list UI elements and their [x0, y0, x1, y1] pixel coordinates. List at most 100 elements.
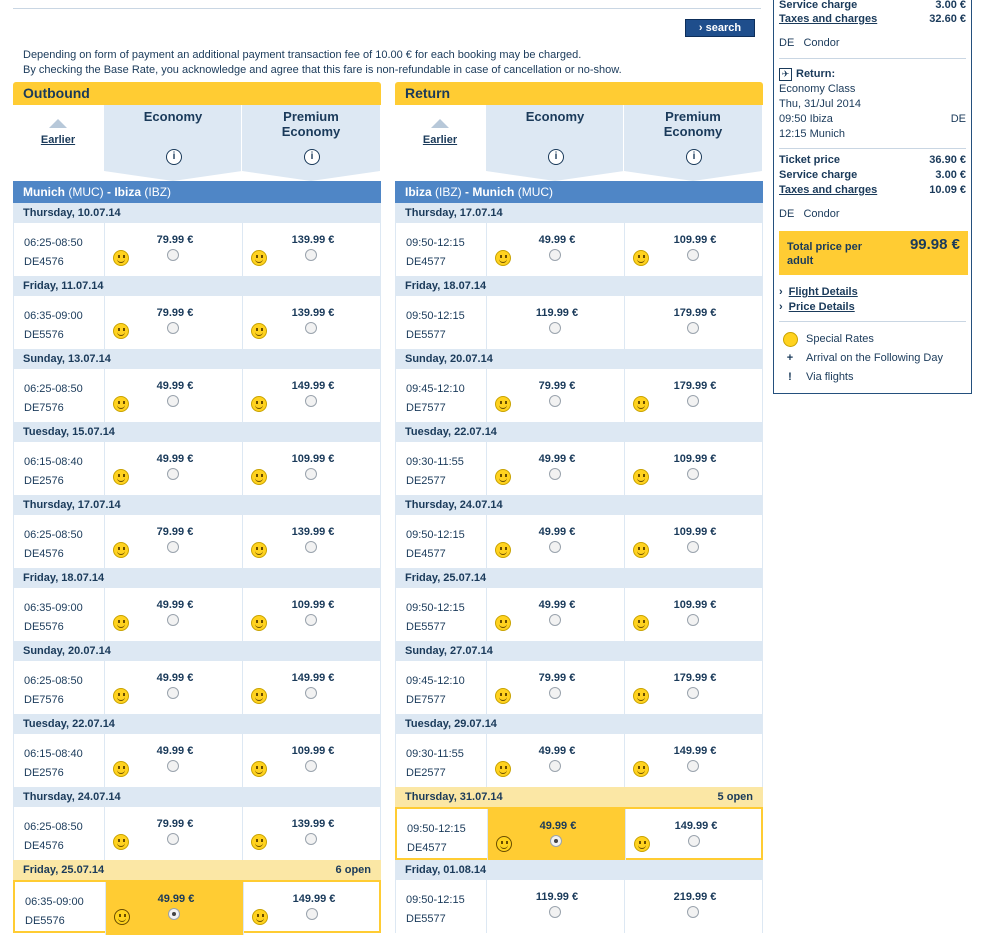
return-route: Ibiza (IBZ) - Munich (MUC): [395, 181, 763, 203]
flight-details-link[interactable]: Flight Details: [779, 286, 858, 298]
economy-fare-cell[interactable]: 79.99 €: [486, 661, 625, 714]
fare-radio[interactable]: [305, 833, 317, 845]
fare-radio[interactable]: [687, 541, 699, 553]
summary-taxes-row[interactable]: Taxes and charges 32.60 €: [779, 13, 966, 25]
premium-fare-cell[interactable]: 149.99 €: [624, 734, 763, 787]
fare-radio[interactable]: [167, 395, 179, 407]
fare-radio[interactable]: [167, 833, 179, 845]
fare-radio[interactable]: [305, 322, 317, 334]
premium-fare-cell[interactable]: 109.99 €: [624, 515, 763, 568]
economy-fare-cell[interactable]: 49.99 €: [486, 442, 625, 495]
fare-radio[interactable]: [687, 468, 699, 480]
fare-radio[interactable]: [549, 760, 561, 772]
fare-radio[interactable]: [306, 908, 318, 920]
day-date: Sunday, 20.07.14: [405, 353, 493, 365]
premium-fare-cell[interactable]: 109.99 €: [624, 442, 763, 495]
fare-radio[interactable]: [549, 395, 561, 407]
search-button[interactable]: › search: [685, 19, 755, 37]
fare-radio[interactable]: [549, 906, 561, 918]
economy-fare-cell[interactable]: 119.99 €: [486, 880, 625, 933]
fare-radio[interactable]: [550, 835, 562, 847]
info-icon[interactable]: i: [548, 149, 564, 165]
premium-fare-cell[interactable]: 139.99 €: [242, 807, 381, 860]
economy-fare-cell[interactable]: 49.99 €: [486, 734, 625, 787]
flight-number: DE4577: [406, 256, 446, 268]
premium-fare-cell[interactable]: 139.99 €: [242, 515, 381, 568]
fare-radio[interactable]: [549, 249, 561, 261]
premium-fare-cell[interactable]: 149.99 €: [625, 809, 764, 862]
fare-radio[interactable]: [687, 395, 699, 407]
fare-radio[interactable]: [305, 614, 317, 626]
economy-fare-cell[interactable]: 49.99 €: [104, 588, 243, 641]
price-details-link[interactable]: Price Details: [779, 301, 855, 313]
premium-fare-cell[interactable]: 149.99 €: [242, 369, 381, 422]
flight-time: 09:30-11:55: [406, 456, 464, 468]
economy-fare-cell[interactable]: 79.99 €: [104, 223, 243, 276]
fare-radio[interactable]: [305, 687, 317, 699]
outbound-earlier-link[interactable]: Earlier: [13, 105, 103, 181]
premium-fare-cell[interactable]: 109.99 €: [242, 442, 381, 495]
economy-fare-cell[interactable]: 119.99 €: [486, 296, 625, 349]
premium-fare-cell[interactable]: 139.99 €: [242, 296, 381, 349]
flight-number: DE5577: [406, 621, 446, 633]
fare-radio[interactable]: [549, 541, 561, 553]
fare-radio[interactable]: [688, 835, 700, 847]
premium-fare-cell[interactable]: 179.99 €: [624, 661, 763, 714]
fare-radio[interactable]: [549, 468, 561, 480]
fare-radio[interactable]: [167, 322, 179, 334]
fare-radio[interactable]: [687, 249, 699, 261]
fare-radio[interactable]: [687, 687, 699, 699]
economy-fare-cell[interactable]: 49.99 €: [104, 734, 243, 787]
premium-fare-cell[interactable]: 179.99 €: [624, 369, 763, 422]
info-icon[interactable]: i: [304, 149, 320, 165]
fare-radio[interactable]: [549, 322, 561, 334]
fare-radio[interactable]: [167, 760, 179, 772]
fare-radio[interactable]: [549, 687, 561, 699]
economy-fare-cell[interactable]: 49.99 €: [104, 369, 243, 422]
economy-fare-cell[interactable]: 79.99 €: [486, 369, 625, 422]
fare-radio[interactable]: [549, 614, 561, 626]
economy-fare-cell[interactable]: 49.99 €: [486, 588, 625, 641]
fare-radio[interactable]: [167, 614, 179, 626]
economy-fare-cell[interactable]: 49.99 €: [486, 223, 625, 276]
economy-fare-cell[interactable]: 49.99 €: [104, 661, 243, 714]
premium-fare-cell[interactable]: 109.99 €: [624, 223, 763, 276]
premium-fare-cell[interactable]: 139.99 €: [242, 223, 381, 276]
fare-radio[interactable]: [167, 687, 179, 699]
fare-price: 149.99 €: [673, 745, 717, 757]
return-earlier-link[interactable]: Earlier: [395, 105, 485, 181]
fare-radio[interactable]: [168, 908, 180, 920]
economy-fare-cell[interactable]: 49.99 €: [487, 809, 626, 862]
info-icon[interactable]: i: [686, 149, 702, 165]
taxes-row[interactable]: Taxes and charges 10.09 €: [779, 184, 966, 196]
economy-fare-cell[interactable]: 49.99 €: [105, 882, 244, 935]
fare-radio[interactable]: [687, 322, 699, 334]
economy-fare-cell[interactable]: 49.99 €: [104, 442, 243, 495]
fare-radio[interactable]: [305, 249, 317, 261]
fare-radio[interactable]: [167, 249, 179, 261]
fare-radio[interactable]: [167, 541, 179, 553]
economy-fare-cell[interactable]: 49.99 €: [486, 515, 625, 568]
premium-fare-cell[interactable]: 219.99 €: [624, 880, 763, 933]
economy-fare-cell[interactable]: 79.99 €: [104, 807, 243, 860]
premium-fare-cell[interactable]: 109.99 €: [624, 588, 763, 641]
premium-fare-cell[interactable]: 109.99 €: [242, 588, 381, 641]
info-icon[interactable]: i: [166, 149, 182, 165]
flight-number: DE4576: [24, 840, 64, 852]
fare-radio[interactable]: [305, 541, 317, 553]
fare-radio[interactable]: [687, 614, 699, 626]
fare-price: 149.99 €: [291, 380, 335, 392]
fare-radio[interactable]: [305, 468, 317, 480]
premium-fare-cell[interactable]: 179.99 €: [624, 296, 763, 349]
economy-fare-cell[interactable]: 79.99 €: [104, 515, 243, 568]
fare-radio[interactable]: [167, 468, 179, 480]
fee-notice-line-2: By checking the Base Rate, you acknowled…: [23, 64, 622, 76]
economy-fare-cell[interactable]: 79.99 €: [104, 296, 243, 349]
fare-radio[interactable]: [687, 906, 699, 918]
premium-fare-cell[interactable]: 109.99 €: [242, 734, 381, 787]
fare-radio[interactable]: [687, 760, 699, 772]
fare-radio[interactable]: [305, 760, 317, 772]
premium-fare-cell[interactable]: 149.99 €: [242, 661, 381, 714]
premium-fare-cell[interactable]: 149.99 €: [243, 882, 382, 935]
fare-radio[interactable]: [305, 395, 317, 407]
